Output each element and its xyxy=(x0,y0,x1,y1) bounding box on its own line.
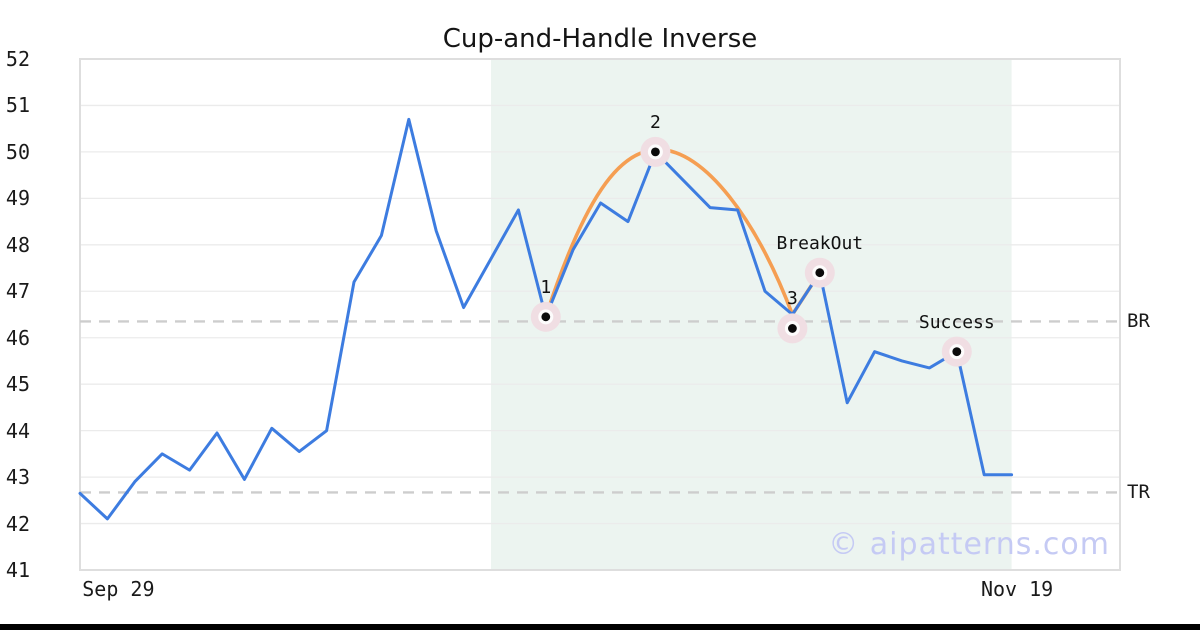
marker-dot xyxy=(788,324,797,333)
annotation-label-2: 2 xyxy=(649,111,661,133)
marker-dot xyxy=(952,347,962,357)
annotation-label-breakout: BreakOut xyxy=(776,232,864,254)
y-tick-label: 49 xyxy=(5,186,30,211)
x-tick-label: Nov 19 xyxy=(980,577,1054,601)
annotation-label-3: 3 xyxy=(786,288,798,310)
shaded-region xyxy=(491,60,1012,569)
x-tick-label: Sep 29 xyxy=(82,577,155,601)
y-tick-label: 44 xyxy=(5,418,30,443)
marker-dot xyxy=(651,147,660,157)
annotation-label-success: Success xyxy=(918,311,995,333)
annotation-label-1: 1 xyxy=(540,276,552,298)
y-tick-label: 41 xyxy=(5,558,30,582)
y-tick-label: 50 xyxy=(5,139,30,164)
chart-title: Cup-and-Handle Inverse xyxy=(442,24,758,54)
y-tick-label: 48 xyxy=(5,232,30,257)
level-label-br: BR xyxy=(1127,310,1150,333)
marker-dot xyxy=(815,268,825,278)
watermark: © aipatterns.com xyxy=(828,527,1110,562)
y-tick-label: 46 xyxy=(5,325,30,350)
y-tick-label: 51 xyxy=(5,93,30,118)
y-tick-label: 52 xyxy=(5,47,30,71)
y-tick-label: 45 xyxy=(5,372,30,397)
bottom-bar xyxy=(0,624,1200,630)
y-tick-label: 47 xyxy=(5,279,30,304)
marker-dot xyxy=(541,312,551,322)
y-tick-label: 42 xyxy=(5,511,30,536)
y-tick-label: 43 xyxy=(5,465,30,490)
level-label-tr: TR xyxy=(1127,481,1150,504)
plot-frame xyxy=(79,58,1121,571)
